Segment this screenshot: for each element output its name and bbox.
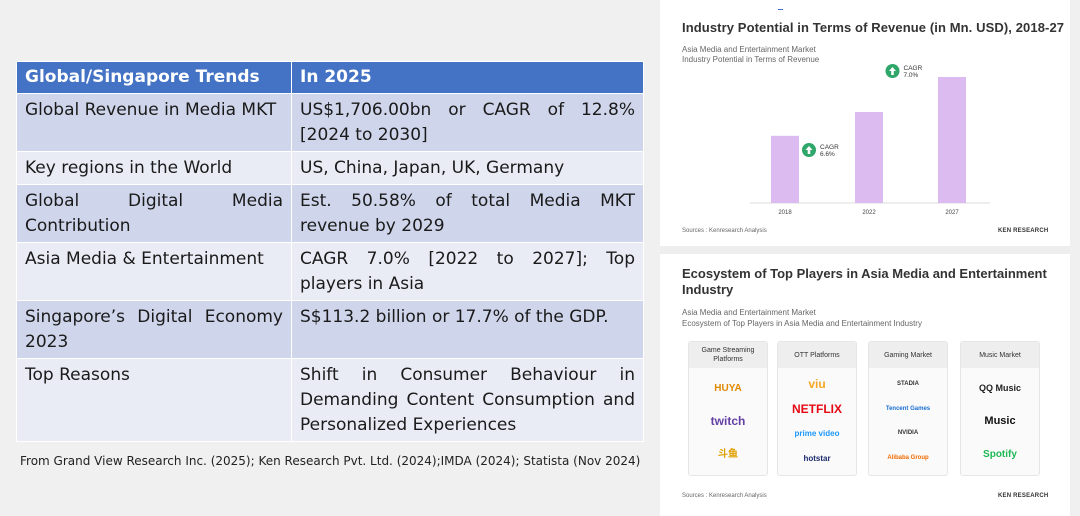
column-gaming: Gaming Market STADIA Tencent Games NVIDI… [868, 341, 948, 476]
ecosystem-card: Ecosystem of Top Players in Asia Media a… [660, 254, 1070, 509]
spotify-logo: Spotify [983, 449, 1017, 460]
row-label: Top Reasons [16, 358, 292, 442]
stadia-logo: STADIA [897, 380, 919, 387]
douyu-logo: 斗鱼 [718, 449, 738, 460]
column-header: Music Market [961, 342, 1039, 368]
table-row: Top Reasons Shift in Consumer Behaviour … [16, 358, 644, 442]
ecosystem-subtitle-line1: Asia Media and Entertainment Market [682, 308, 816, 317]
x-tick-label: 2018 [778, 210, 792, 216]
column-game-streaming: Game Streaming Platforms HUYA twitch 斗鱼 [688, 341, 768, 476]
header-trends: Global/Singapore Trends [16, 61, 292, 94]
row-label: Key regions in the World [16, 151, 292, 185]
cagr-label: CAGR [904, 65, 923, 72]
row-label: Global Digital Media Contribution [16, 184, 292, 243]
apple-music-logo: Music [984, 415, 1016, 427]
column-header: Game Streaming Platforms [689, 342, 767, 368]
bar-2027 [938, 77, 966, 203]
table-row: Singapore’s Digital Economy 2023 S$113.2… [16, 300, 644, 359]
cagr-label: CAGR [820, 144, 839, 151]
column-header: OTT Platforms [778, 342, 856, 368]
huya-logo: HUYA [714, 383, 742, 394]
bar-2018 [771, 135, 799, 203]
ken-research-logo: KEN RESEARCH [998, 493, 1049, 499]
nvidia-logo: NVIDIA [897, 430, 919, 437]
qq-music-logo: QQ Music [978, 383, 1021, 393]
row-value: US$1,706.00bn or CAGR of 12.8% [2024 to … [291, 93, 644, 152]
table-row: Global Revenue in Media MKT US$1,706.00b… [16, 93, 644, 152]
row-value: Shift in Consumer Behaviour in Demanding… [291, 358, 644, 442]
row-value: US, China, Japan, UK, Germany [291, 151, 644, 185]
chart-subtitle-line2: Industry Potential in Terms of Revenue [682, 55, 820, 64]
row-value: CAGR 7.0% [2022 to 2027]; Top players in… [291, 242, 644, 301]
hotstar-logo: hotstar [803, 454, 831, 464]
table-row: Asia Media & Entertainment CAGR 7.0% [20… [16, 242, 644, 301]
x-tick-label: 2022 [862, 210, 876, 216]
netflix-logo: NETFLIX [792, 401, 842, 416]
ken-research-logo: KEN RESEARCH [998, 228, 1049, 234]
top-edge-marks [778, 0, 792, 31]
table-header-row: Global/Singapore Trends In 2025 [16, 61, 644, 94]
twitch-logo: twitch [710, 414, 746, 428]
tencent-games-logo: Tencent Games [885, 405, 931, 412]
cagr-arrow-glyph [889, 67, 896, 75]
viu-logo: viu [808, 376, 826, 391]
chart-title: Industry Potential in Terms of Revenue (… [682, 20, 1065, 35]
ecosystem-subtitle: Asia Media and Entertainment Market Ecos… [682, 307, 922, 329]
x-tick-label: 2027 [945, 210, 959, 216]
header-year: In 2025 [291, 61, 644, 94]
row-label: Singapore’s Digital Economy 2023 [16, 300, 292, 359]
chart-source: Sources : Kenresearch Analysis [682, 228, 767, 234]
source-note: From Grand View Research Inc. (2025); Ke… [20, 454, 641, 468]
row-value: S$113.2 billion or 17.7% of the GDP. [291, 300, 644, 359]
cagr-value: 7.0% [904, 72, 919, 79]
ecosystem-source: Sources : Kenresearch Analysis [682, 493, 767, 499]
column-ott: OTT Platforms viu NETFLIX prime video ho… [777, 341, 857, 476]
table-row: Global Digital Media Contribution Est. 5… [16, 184, 644, 243]
chart-subtitle: Asia Media and Entertainment Market Indu… [682, 45, 819, 65]
row-value: Est. 50.58% of total Media MKT revenue b… [291, 184, 644, 243]
trends-table: Global/Singapore Trends In 2025 Global R… [16, 61, 644, 442]
cagr-arrow-glyph [805, 146, 813, 154]
ecosystem-subtitle-line2: Ecosystem of Top Players in Asia Media a… [682, 319, 922, 328]
revenue-chart-card: Industry Potential in Terms of Revenue (… [660, 10, 1070, 240]
cagr-value: 6.6% [820, 151, 835, 158]
column-header: Gaming Market [869, 342, 947, 368]
table-row: Key regions in the World US, China, Japa… [16, 151, 644, 185]
chart-subtitle-line1: Asia Media and Entertainment Market [682, 45, 816, 54]
alibaba-logo: Alibaba Group [887, 455, 929, 462]
card-divider [660, 246, 1070, 254]
row-label: Global Revenue in Media MKT [16, 93, 292, 152]
prime-video-logo: prime video [794, 429, 840, 439]
ecosystem-title: Ecosystem of Top Players in Asia Media a… [682, 266, 1047, 297]
column-music: Music Market QQ Music Music Spotify [960, 341, 1040, 476]
row-label: Asia Media & Entertainment [16, 242, 292, 301]
bar-2022 [855, 112, 883, 203]
